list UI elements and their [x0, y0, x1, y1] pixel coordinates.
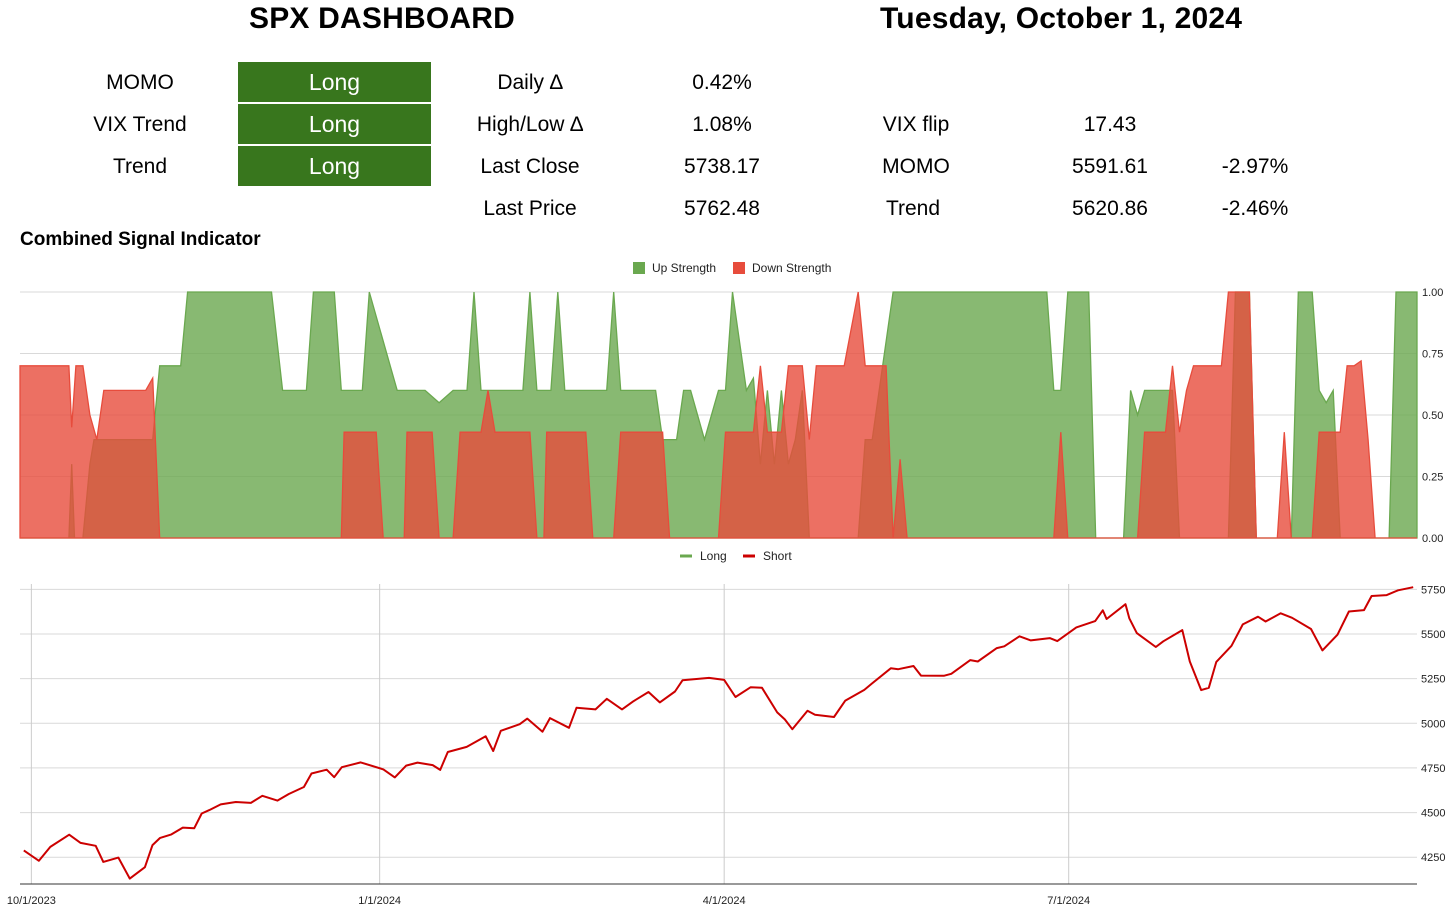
level-change-vix-flip: [1155, 105, 1355, 145]
level-value-trend: 5620.86: [1072, 197, 1148, 220]
legend-label-down-strength: Down Strength: [752, 261, 831, 275]
signal-y-tick: 0.00: [1422, 533, 1443, 545]
stat-value-high-low-delta: 1.08%: [692, 113, 752, 136]
dashboard-date: Tuesday, October 1, 2024: [880, 2, 1243, 35]
legend-label-short: Short: [763, 549, 792, 563]
price-y-tick: 4250: [1421, 852, 1445, 864]
signal-label-trend: Trend: [112, 155, 168, 178]
level-label-vix-flip: VIX flip: [882, 113, 950, 136]
down-strength-area: [19, 291, 1417, 539]
signal-label-vix-trend: VIX Trend: [93, 113, 187, 136]
price-x-tick: 10/1/2023: [7, 895, 56, 907]
stat-label-high-low-delta: High/Low ∆: [476, 113, 584, 136]
signal-label-momo: MOMO: [106, 71, 174, 94]
stat-label-last-price: Last Price: [483, 197, 577, 220]
stat-value-daily-delta: 0.42%: [692, 71, 752, 94]
price-x-tick: 7/1/2024: [1047, 895, 1090, 907]
section-title: Combined Signal Indicator: [20, 229, 261, 250]
level-value-momo: 5591.61: [1072, 155, 1148, 178]
price-y-tick: 5250: [1421, 674, 1445, 686]
signal-badge-vix-trend: Long: [238, 104, 431, 144]
legend-swatch-down-strength: [733, 262, 745, 274]
level-label-trend: Trend: [885, 197, 941, 220]
price-y-tick: 5000: [1421, 718, 1445, 730]
price-series-line: [23, 586, 1414, 880]
price-x-tick: 1/1/2024: [358, 895, 401, 907]
price-y-tick: 5500: [1421, 629, 1445, 641]
level-change-trend: -2.46%: [1221, 197, 1289, 220]
price-x-tick: 4/1/2024: [703, 895, 746, 907]
signal-y-tick: 0.75: [1422, 349, 1443, 361]
price-y-tick: 5750: [1421, 584, 1445, 596]
signal-badge-trend: Long: [238, 146, 431, 186]
stat-label-daily-delta: Daily ∆: [497, 71, 563, 94]
price-chart-legend: Long Short: [680, 549, 792, 563]
price-y-tick: 4750: [1421, 763, 1445, 775]
signal-y-tick: 0.50: [1422, 410, 1443, 422]
signal-y-tick: 1.00: [1422, 287, 1443, 299]
legend-label-up-strength: Up Strength: [652, 261, 716, 275]
signal-strength-chart: Up Strength Down Strength 0.00 0.25 0.50 0.…: [19, 261, 1443, 545]
signal-chart-legend: Up Strength Down Strength: [633, 261, 831, 275]
signal-badge-momo: Long: [238, 62, 431, 102]
stat-label-last-close: Last Close: [480, 155, 580, 178]
legend-label-long: Long: [700, 549, 727, 563]
price-y-tick: 4500: [1421, 808, 1445, 820]
stat-value-last-price: 5762.48: [684, 197, 760, 220]
level-change-momo: -2.97%: [1221, 155, 1289, 178]
signal-y-tick: 0.25: [1422, 472, 1443, 484]
level-label-momo: MOMO: [882, 155, 950, 178]
price-line-chart: Long Short 4250 4500 4750 5000 5250 5500 5750 1…: [7, 549, 1446, 907]
stat-value-last-close: 5738.17: [684, 155, 760, 178]
legend-swatch-up-strength: [633, 262, 645, 274]
level-value-vix-flip: 17.43: [1083, 113, 1137, 136]
dashboard-title: SPX DASHBOARD: [249, 2, 515, 35]
